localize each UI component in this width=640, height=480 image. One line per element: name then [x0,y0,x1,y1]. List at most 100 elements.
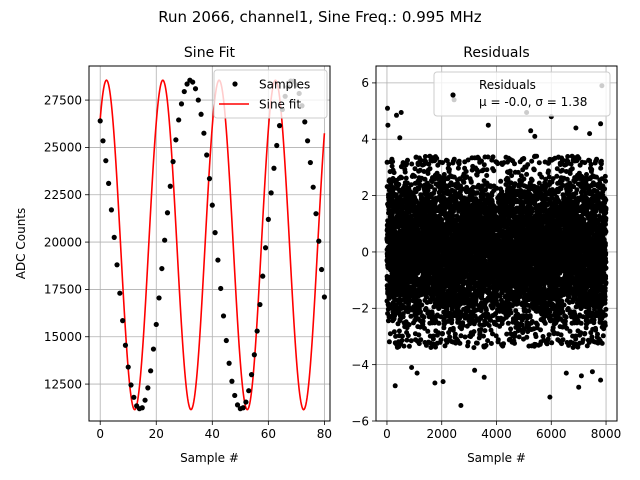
residual-point [482,328,488,334]
residual-point [408,182,414,188]
sample-point [310,184,316,190]
residual-point [432,187,438,193]
residual-point [490,154,496,160]
residual-point [401,343,407,349]
residual-point [408,338,414,344]
residual-point [433,344,438,350]
sample-point [206,176,213,182]
residual-point [425,328,431,334]
sample-point [159,265,165,272]
sample-point [254,328,260,334]
residual-point [498,178,504,184]
residual-point [468,179,474,185]
residuals-x-tick-label: 8000 [591,427,622,441]
residual-point [471,345,477,351]
residual-point [438,337,444,343]
residual-point [412,173,417,179]
sample-point [173,137,179,143]
sine-fit-x-tick-label: 60 [261,427,276,441]
sample-point [209,202,215,208]
residual-point [508,326,514,332]
sample-point [100,138,106,144]
sample-point [212,230,218,236]
residual-point [460,323,466,328]
residual-point [403,175,409,181]
sample-point [204,152,210,158]
residual-point [421,169,427,174]
sample-point [131,394,137,400]
residual-point [385,318,391,324]
residual-point [446,167,452,172]
residual-point [508,310,514,316]
sine-fit-grid [89,66,330,421]
residual-point [486,323,492,328]
residuals-y-tick-label: −4 [351,358,369,372]
residual-point [404,337,410,343]
sample-point [218,285,224,292]
residual-point [416,332,422,338]
sample-point [176,117,182,123]
sine-fit-y-tick-label: 12500 [44,377,82,391]
residual-point [457,340,463,346]
residual-point [488,341,494,346]
residual-point [428,184,434,190]
sine-fit-y-tick-label: 22500 [44,188,82,202]
sample-point [276,123,283,129]
sample-point [304,138,311,144]
sample-point [313,211,319,217]
sample-point [198,111,204,117]
sample-point [120,318,126,324]
residual-point [483,342,489,348]
sine-fit-axes-frame [88,65,331,422]
residual-point [402,169,408,175]
residuals-y-tick-label: 6 [361,76,369,90]
sine-fit-x-tick-label: 0 [96,427,104,441]
residual-point [462,334,468,340]
residual-point [431,296,437,302]
sample-point [265,216,271,222]
sample-point [97,118,103,124]
residual-point [424,294,430,300]
residual-point [435,330,441,336]
residual-point [406,322,412,328]
sample-point [318,266,325,273]
sample-point [181,88,187,95]
residual-point [412,166,418,172]
residual-point [481,162,487,168]
residual-point [416,341,422,347]
sample-point [268,190,274,196]
residual-point [406,343,412,349]
residual-point [404,180,410,186]
sine-fit-y-tick-label: 20000 [44,235,82,249]
sample-point [302,119,308,125]
sine-fit-x-label: Sample # [180,451,239,465]
residual-point [426,161,432,167]
sample-point [142,397,148,403]
sample-point [243,399,249,405]
residual-point [396,328,402,334]
residuals-title: Residuals [463,45,529,61]
residual-point [405,157,410,163]
sample-point [307,159,313,166]
residual-point [436,320,442,326]
residual-point [484,167,490,173]
residual-point [401,188,407,194]
residual-point [386,339,392,345]
sample-point [106,180,112,186]
residual-point [512,340,517,346]
sample-point [184,81,190,87]
sample-point [246,388,252,394]
residuals-y-tick-label: −6 [351,414,369,428]
sample-point [122,342,129,348]
sample-point [178,101,185,107]
residuals-x-tick-label: 6000 [536,427,567,441]
residual-point [484,173,490,178]
residual-point [447,334,453,340]
sample-point [167,183,173,189]
sample-point [111,234,117,240]
sample-point [240,405,246,411]
sample-point [148,368,154,374]
sample-point [170,159,176,165]
